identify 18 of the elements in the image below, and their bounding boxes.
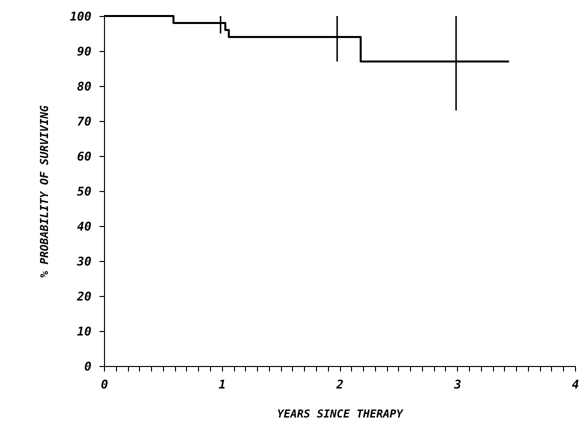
x-tick-label: 1 [218,378,226,392]
y-tick-label: 20 [76,290,92,304]
x-tick-label: 0 [100,378,108,392]
y-tick-label: 60 [77,150,92,164]
y-tick-label: 100 [70,10,92,24]
y-tick-label: 40 [77,220,92,234]
y-tick-label: 70 [77,114,92,128]
x-tick-label: 4 [572,378,580,392]
x-axis-title: YEARS SINCE THERAPY [277,408,404,420]
y-tick-label: 30 [76,254,92,268]
x-tick-label: 3 [453,378,462,392]
x-tick-label: 2 [335,378,344,392]
y-tick-label: 0 [84,360,92,374]
y-axis-title: % PROBABILITY OF SURVIVING [38,105,51,278]
y-tick-label: 10 [77,324,92,338]
y-tick-label: 80 [77,80,92,94]
y-tick-label: 90 [77,44,92,58]
y-tick-label: 50 [77,184,92,198]
